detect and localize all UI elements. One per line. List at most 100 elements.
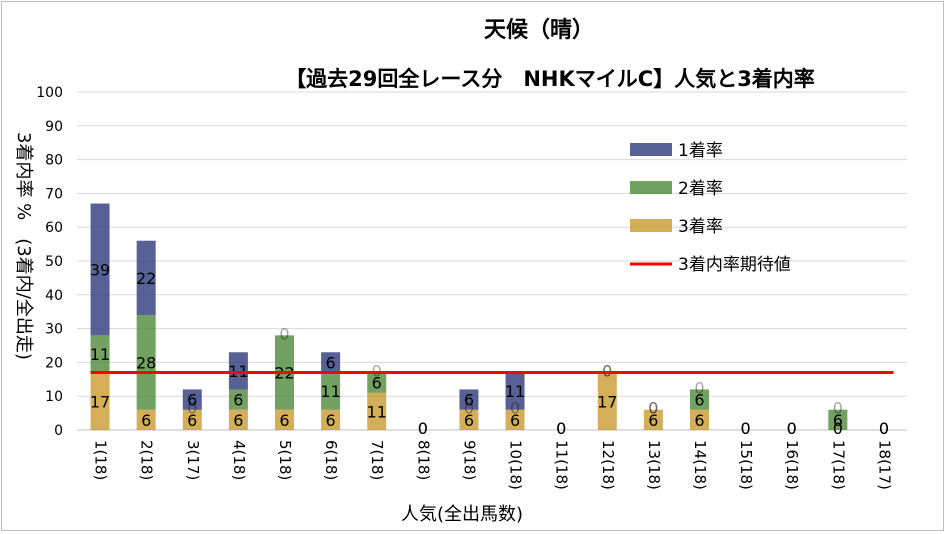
data-label: 0: [510, 399, 520, 418]
data-label: 6: [833, 411, 843, 430]
y-tick-label: 50: [45, 254, 63, 270]
data-label: 0: [556, 419, 566, 438]
data-label: 6: [187, 411, 197, 430]
y-tick-label: 100: [36, 85, 63, 101]
x-tick-label: 10(18): [507, 440, 525, 490]
data-label: 11: [505, 382, 525, 401]
x-tick-label: 2(18): [138, 440, 156, 480]
x-tick-label: 16(18): [783, 440, 801, 490]
x-tick-label: 15(18): [737, 440, 755, 490]
bar-segment: [136, 315, 156, 410]
x-tick-label: 1(18): [92, 440, 110, 480]
data-label: 6: [279, 411, 289, 430]
legend-swatch: [630, 181, 672, 194]
data-label: 6: [141, 411, 151, 430]
bar-segment: [228, 409, 248, 430]
bar-segment: [690, 409, 709, 430]
data-label: 0: [741, 419, 751, 438]
data-label: 6: [233, 411, 243, 430]
bar-segment: [828, 409, 848, 430]
data-label: 11: [320, 382, 340, 401]
bar-segment: [321, 409, 341, 430]
data-label: 6: [187, 391, 197, 410]
y-tick-label: 40: [45, 288, 63, 304]
data-label: 0: [787, 419, 797, 438]
data-label: 0: [187, 399, 197, 418]
x-tick-label: 8(18): [414, 440, 432, 480]
data-label: 6: [233, 391, 243, 410]
bar-segment: [136, 409, 156, 430]
legend-swatch: [630, 219, 672, 232]
bar-segment: [459, 389, 479, 410]
bar-segment: [228, 352, 248, 390]
data-label: 28: [136, 353, 156, 372]
x-tick-label: 5(18): [276, 440, 294, 480]
bar-segment: [90, 372, 110, 430]
bar-segment: [90, 335, 110, 373]
legend-label: 3着内率期待値: [678, 255, 791, 275]
legend-label: 3着率: [678, 217, 723, 237]
x-tick-label: 9(18): [460, 440, 478, 480]
data-label: 0: [879, 419, 889, 438]
data-label: 6: [326, 411, 336, 430]
bar-segment: [367, 392, 387, 430]
data-label: 6: [694, 391, 704, 410]
y-tick-label: 20: [45, 355, 63, 371]
data-label: 0: [741, 419, 751, 438]
x-tick-label: 18(17): [875, 440, 893, 490]
y-tick-label: 10: [45, 389, 63, 405]
bar-segment: [505, 409, 525, 430]
bar-segment: [321, 352, 341, 373]
data-label: 0: [741, 419, 751, 438]
data-label: 0: [648, 399, 658, 418]
y-tick-label: 70: [45, 186, 63, 202]
chart-title: 天候（晴）: [484, 17, 594, 43]
bar-segment: [136, 240, 156, 316]
y-tick-label: 80: [45, 153, 63, 169]
y-tick-labels: 0 10 20 30 40 50 60 70 80 90 100: [36, 85, 63, 439]
data-label: 0: [787, 419, 797, 438]
x-tick-label: 6(18): [322, 440, 340, 480]
y-tick-label: 90: [45, 119, 63, 135]
bar-segment: [275, 409, 294, 430]
bar-segment: [643, 409, 663, 430]
data-label: 0: [556, 419, 566, 438]
data-label: 6: [694, 411, 704, 430]
bar-segment: [367, 372, 387, 393]
x-axis-label: 人気(全出馬数): [401, 504, 523, 525]
data-label: 0: [418, 419, 428, 438]
data-label: 11: [90, 345, 110, 364]
legend-swatch: [630, 143, 672, 156]
x-tick-label: 3(17): [184, 440, 202, 480]
x-tick-label: 14(18): [691, 440, 709, 490]
x-tick-label: 12(18): [599, 440, 617, 490]
bar-segment: [597, 372, 617, 430]
data-label: 22: [136, 269, 156, 288]
data-labels: 1711396282260666116220611611600006066011…: [90, 260, 889, 438]
y-tick-label: 30: [45, 322, 63, 338]
bar-segment: [459, 409, 479, 430]
data-label: 0: [648, 399, 658, 418]
data-label: 6: [510, 411, 520, 430]
y-tick-label: 0: [54, 423, 63, 439]
data-label: 17: [90, 392, 110, 411]
data-label: 0: [556, 419, 566, 438]
x-tick-label: 4(18): [230, 440, 248, 480]
legend: 1着率 2着率 3着率 3着内率期待値: [630, 141, 791, 275]
bars: [90, 203, 848, 430]
y-axis-label: 3着内率 % (3着内/全出走): [13, 132, 34, 360]
data-label: 0: [879, 419, 889, 438]
bar-segment: [321, 372, 341, 410]
data-label: 6: [648, 411, 658, 430]
data-label: 0: [879, 419, 889, 438]
legend-label: 2着率: [678, 179, 723, 199]
data-label: 0: [464, 399, 474, 418]
data-label: 0: [787, 419, 797, 438]
data-label: 6: [464, 411, 474, 430]
data-label: 11: [367, 402, 387, 421]
data-label: 17: [597, 392, 617, 411]
x-tick-label: 17(18): [829, 440, 847, 490]
data-label: 0: [833, 399, 843, 418]
